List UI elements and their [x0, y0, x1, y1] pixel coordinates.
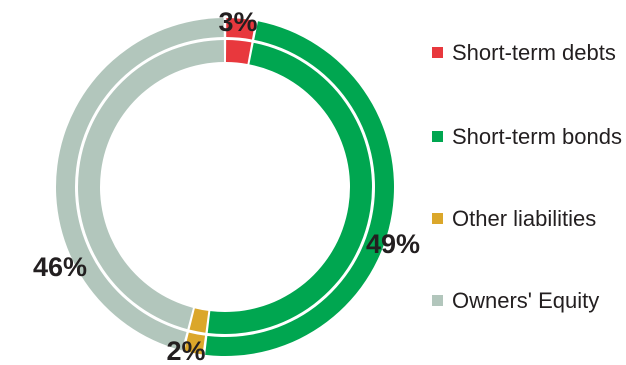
legend-label: Short-term debts — [452, 40, 616, 65]
legend-label: Owners' Equity — [452, 288, 600, 313]
value-label-other-liabilities: 2% — [166, 336, 205, 365]
legend-label: Short-term bonds — [452, 124, 622, 149]
donut-slice-short-term-debts-outer — [226, 18, 256, 40]
donut-slice-owners-equity-inner — [77, 40, 225, 330]
legend-swatch — [432, 47, 443, 58]
value-label-owners-equity: 46% — [33, 252, 87, 282]
legend-label: Other liabilities — [452, 206, 597, 231]
legend-swatch — [432, 295, 443, 306]
donut-slice-short-term-bonds-inner — [207, 42, 372, 335]
value-label-short-term-debts: 3% — [218, 7, 257, 37]
donut-slice-other-liabilities-inner — [189, 308, 209, 333]
legend-swatch — [432, 213, 443, 224]
donut-slice-owners-equity-outer — [56, 18, 224, 351]
value-label-short-term-bonds: 49% — [366, 229, 420, 259]
value-labels: 3% 49% 2% 46% — [33, 7, 420, 365]
donut-slice-other-liabilities-outer — [184, 332, 206, 355]
donut-rings — [56, 18, 395, 357]
donut-slice-short-term-debts-inner — [225, 40, 252, 65]
legend-swatch — [432, 131, 443, 142]
